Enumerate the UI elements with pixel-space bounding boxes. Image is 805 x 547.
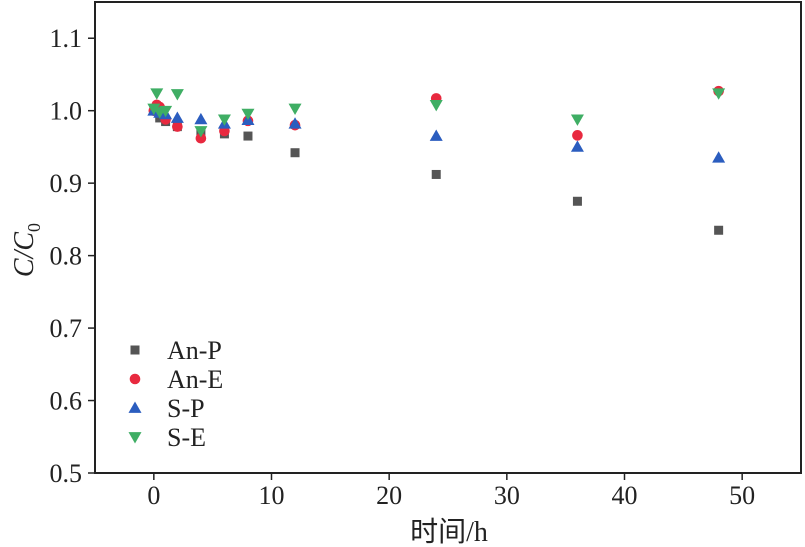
x-axis-title: 时间/h [410,516,488,547]
legend-item-an-e: An-E [129,365,223,394]
legend-label: An-E [167,365,223,394]
data-point [217,114,231,126]
y-tick-label: 1.0 [50,97,83,126]
legend-label: S-P [167,394,205,423]
data-point [172,121,183,132]
x-tick-label: 40 [612,481,638,510]
data-point [429,129,443,141]
data-point [570,140,584,152]
axes: 0 10 20 30 40 50 0.5 0.6 0.7 0.8 0.9 1.0 1.1 [50,1,802,510]
data-point [195,132,207,144]
x-tick-label: 10 [259,481,285,510]
data-point [572,196,582,206]
legend-marker [130,345,140,355]
y-tick-label: 1.1 [50,24,83,53]
data-point [150,88,164,100]
data-point [712,151,726,163]
x-tick-label: 50 [729,481,755,510]
legend-label: An-P [167,336,222,365]
legend-marker [128,401,142,413]
legend-marker [129,373,141,385]
legend: An-PAn-ES-PS-E [128,336,223,452]
data-point [159,105,173,118]
data-point [170,89,184,101]
data-point [290,148,300,158]
x-tick-label: 30 [494,481,520,510]
data-point [288,103,302,116]
data-point [147,103,161,116]
x-tick-label: 0 [147,481,160,510]
data-point [194,126,208,138]
legend-item-s-p: S-P [128,394,205,423]
data-point [194,112,208,125]
legend-marker [128,432,142,444]
y-tick-label: 0.7 [50,314,83,343]
y-axis-title: C/C0 [9,223,44,277]
y-tick-label: 0.5 [50,459,83,488]
legend-item-an-p: An-P [130,336,222,365]
data-point [431,169,441,179]
data-point [243,131,253,141]
legend-item-s-e: S-E [128,423,206,452]
y-tick-label: 0.6 [50,387,83,416]
y-axis-title-main: C/C [9,232,40,277]
data-point [429,100,443,112]
data-points [147,85,726,235]
data-point [170,111,184,123]
x-tick-label: 20 [376,481,402,510]
data-point [714,225,724,235]
y-tick-label: 0.9 [50,169,83,198]
data-point [572,130,583,141]
plot-frame [94,1,802,474]
legend-label: S-E [167,423,206,452]
series-s-e [147,88,726,138]
data-point [570,114,584,126]
y-axis-title-subscript: 0 [24,223,44,232]
y-tick-label: 0.8 [50,242,83,271]
data-point [288,117,302,129]
data-point [241,108,255,121]
data-point [712,88,726,100]
